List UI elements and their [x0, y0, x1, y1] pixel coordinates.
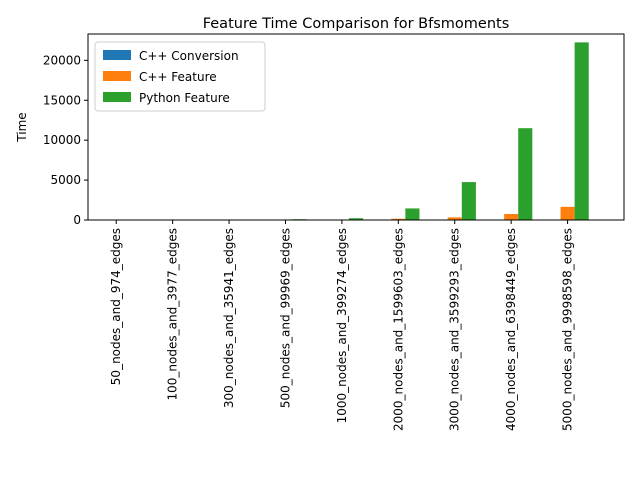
y-axis-label: Time [15, 112, 29, 142]
x-tick-label: 5000_nodes_and_9998598_edges [561, 228, 575, 431]
legend-label: Python Feature [139, 91, 230, 105]
legend-swatch [103, 71, 131, 81]
y-tick-label: 0 [73, 213, 81, 227]
legend-swatch [103, 50, 131, 60]
bar-3-8 [518, 128, 533, 220]
chart-title: Feature Time Comparison for Bfsmoments [203, 16, 510, 32]
x-tick-label: 50_nodes_and_974_edges [109, 228, 123, 385]
bar-3-7 [461, 182, 476, 220]
bar-2-8 [504, 214, 519, 220]
y-tick-label: 10000 [43, 133, 81, 147]
legend-swatch [103, 92, 131, 102]
x-tick-label: 300_nodes_and_35941_edges [222, 228, 236, 408]
x-tick-label: 4000_nodes_and_6398449_edges [504, 228, 518, 431]
x-tick-label: 500_nodes_and_99969_edges [278, 228, 292, 408]
x-tick-label: 1000_nodes_and_399274_edges [335, 228, 349, 423]
y-tick-label: 5000 [50, 173, 81, 187]
bar-2-6 [391, 218, 406, 220]
y-axis-ticks: 0 5000 10000 15000 20000 [43, 53, 88, 227]
y-tick-label: 15000 [43, 93, 81, 107]
bar-2-9 [560, 206, 575, 220]
bars-group [123, 42, 589, 220]
bar-3-9 [574, 42, 589, 220]
x-axis-ticks: 50_nodes_and_974_edges 100_nodes_and_3977… [109, 220, 575, 431]
bar-2-7 [447, 217, 462, 220]
bar-3-5 [348, 218, 364, 220]
legend-box [94, 41, 266, 112]
plot-frame [87, 33, 625, 221]
legend-label: C++ Conversion [139, 49, 239, 63]
x-tick-label: 3000_nodes_and_3599293_edges [448, 228, 462, 431]
x-tick-label: 2000_nodes_and_1599603_edges [391, 228, 405, 431]
bar-3-6 [405, 208, 420, 220]
legend: C++ Conversion C++ Feature Python Feature [94, 41, 266, 112]
x-tick-label: 100_nodes_and_3977_edges [166, 228, 180, 400]
legend-label: C++ Feature [139, 70, 217, 84]
y-tick-label: 20000 [43, 53, 81, 67]
